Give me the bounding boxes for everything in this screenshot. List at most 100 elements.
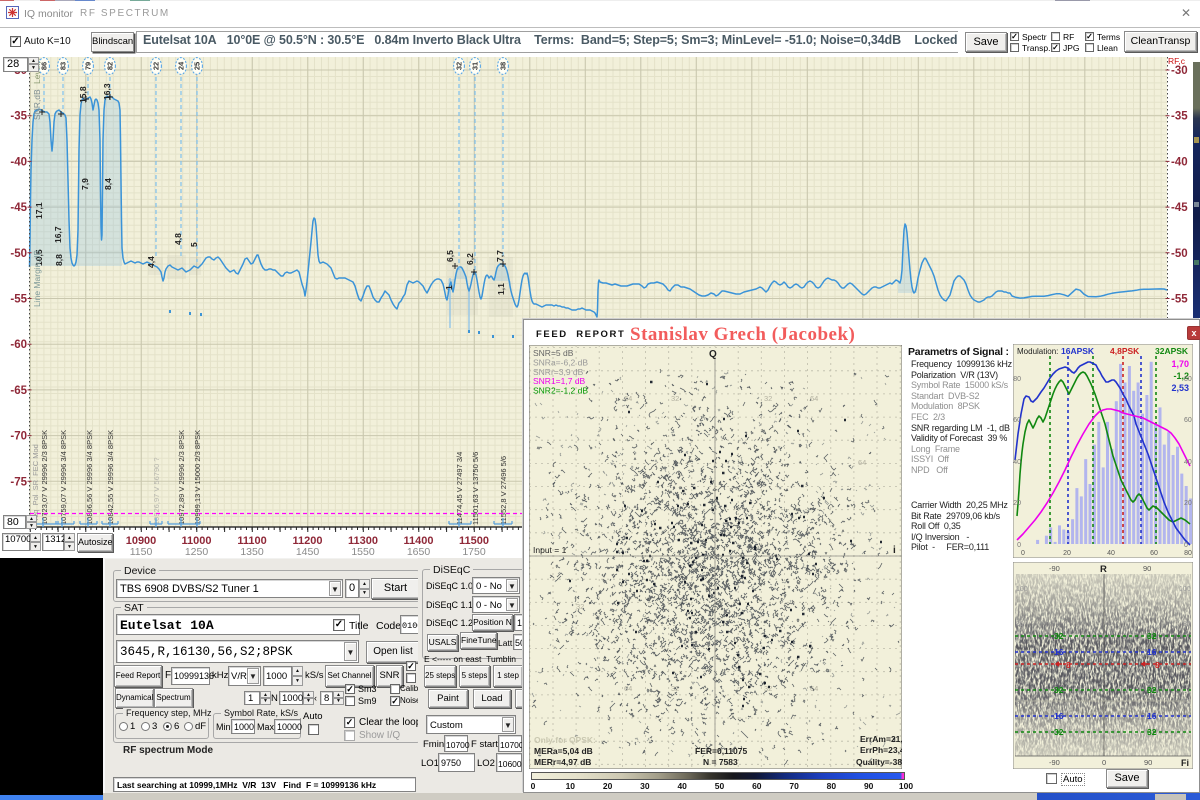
svg-text:2,53: 2,53: [1171, 383, 1189, 393]
svg-text:1150: 1150: [130, 546, 153, 558]
svg-text:0: 0: [1102, 758, 1106, 767]
svg-text:32: 32: [1147, 631, 1157, 641]
svg-text:Quality=-38%: Quality=-38%: [856, 757, 902, 767]
svg-text:40: 40: [1107, 550, 1115, 557]
svg-text:40: 40: [1184, 459, 1192, 466]
svg-text:32: 32: [576, 602, 584, 611]
svg-text:-65: -65: [10, 385, 27, 397]
svg-text:38: 38: [499, 62, 508, 70]
svg-text:1: 1: [444, 285, 454, 290]
svg-text:SNR1=1,7 dB: SNR1=1,7 dB: [533, 376, 586, 386]
svg-text:32: 32: [1054, 631, 1064, 641]
svg-text:20: 20: [1184, 500, 1192, 507]
svg-text:10999,13 V 15000 2/3 8PSK: 10999,13 V 15000 2/3 8PSK: [193, 430, 202, 525]
svg-text:83: 83: [59, 62, 68, 70]
svg-text:11501,63 V 13750 5/6: 11501,63 V 13750 5/6: [471, 452, 480, 525]
svg-text:8,4: 8,4: [103, 178, 113, 190]
svg-text:80: 80: [1183, 621, 1191, 628]
svg-text:90: 90: [1143, 564, 1151, 573]
svg-text:0: 0: [1017, 542, 1021, 549]
svg-text:Q: Q: [709, 349, 717, 360]
svg-text:32APSK: 32APSK: [1155, 346, 1189, 356]
svg-text:64: 64: [624, 684, 632, 693]
svg-text:32: 32: [455, 62, 464, 70]
svg-text:-90: -90: [1049, 564, 1060, 573]
svg-text:25: 25: [193, 62, 202, 70]
svg-text:11100: 11100: [237, 535, 266, 547]
svg-text:80: 80: [1184, 550, 1192, 557]
svg-text:10,5: 10,5: [34, 249, 44, 266]
svg-text:80: 80: [1013, 376, 1021, 383]
svg-text:15,8: 15,8: [78, 86, 88, 103]
svg-text:-50: -50: [10, 248, 27, 260]
svg-text:-45: -45: [10, 202, 27, 214]
svg-text:1550: 1550: [351, 546, 375, 558]
svg-text:32: 32: [1054, 685, 1064, 695]
svg-text:-55: -55: [10, 294, 27, 306]
svg-text:SNRa=-6,2 dB: SNRa=-6,2 dB: [533, 357, 588, 367]
svg-text:0: 0: [1184, 542, 1188, 549]
svg-text:10900: 10900: [126, 535, 157, 547]
svg-text:ErrPh=23,4: ErrPh=23,4: [860, 745, 902, 755]
svg-text:60: 60: [1150, 550, 1158, 557]
svg-text:11300: 11300: [348, 535, 378, 547]
svg-text:5: 5: [189, 242, 199, 247]
svg-text:10806,56 V 29996 3/4 8PSK: 10806,56 V 29996 3/4 8PSK: [85, 430, 94, 525]
svg-text:8: 8: [1155, 660, 1160, 670]
svg-text:16: 16: [1054, 647, 1064, 657]
svg-text:10972,89 V 29996 2/3 8PSK: 10972,89 V 29996 2/3 8PSK: [177, 430, 186, 525]
svg-text:-45: -45: [1171, 202, 1188, 214]
svg-text:Line Margin,dB: Line Margin,dB: [32, 249, 42, 307]
svg-text:10723,07 V 29996 2/3 8PSK: 10723,07 V 29996 2/3 8PSK: [40, 430, 49, 525]
svg-text:16: 16: [1147, 647, 1157, 657]
svg-text:1350: 1350: [240, 546, 264, 558]
svg-text:1,70: 1,70: [1171, 359, 1189, 369]
svg-text:1,1: 1,1: [496, 283, 506, 295]
svg-text:i: i: [893, 545, 896, 556]
svg-text:1450: 1450: [296, 546, 320, 558]
svg-text:22: 22: [152, 62, 161, 70]
svg-text:1250: 1250: [185, 546, 209, 558]
svg-text:-35: -35: [1171, 111, 1188, 123]
svg-text:64: 64: [858, 458, 866, 467]
svg-text:7,7: 7,7: [495, 250, 505, 262]
svg-text:10842,55 V 29996 3/4 8PSK: 10842,55 V 29996 3/4 8PSK: [106, 430, 115, 525]
svg-text:16,7: 16,7: [53, 226, 63, 243]
svg-text:32: 32: [1147, 727, 1157, 737]
svg-text:ErrAm=21,8: ErrAm=21,8: [860, 734, 902, 744]
svg-text:64: 64: [810, 394, 818, 403]
svg-text:80: 80: [1016, 621, 1024, 628]
svg-text:1750: 1750: [462, 546, 486, 558]
svg-text:32: 32: [671, 394, 679, 403]
svg-text:SNR=5 dB: SNR=5 dB: [533, 348, 574, 358]
svg-text:20: 20: [1016, 699, 1024, 706]
svg-text:4,8: 4,8: [173, 233, 183, 245]
svg-text:SNR,dB: SNR,dB: [32, 89, 42, 120]
svg-text:86: 86: [40, 62, 49, 70]
svg-text:N = 7583: N = 7583: [703, 757, 738, 767]
svg-text:7,9: 7,9: [80, 178, 90, 190]
svg-text:20: 20: [1063, 550, 1071, 557]
svg-text:20: 20: [1182, 699, 1190, 706]
svg-text:60: 60: [1184, 417, 1192, 424]
svg-text:Modulation:: Modulation:: [1017, 347, 1058, 356]
svg-text:16,3: 16,3: [102, 83, 112, 100]
svg-text:-1,2: -1,2: [1173, 371, 1189, 381]
svg-text:SNR2=-1,2 dB: SNR2=-1,2 dB: [533, 386, 588, 396]
svg-text:Fi: Fi: [1181, 758, 1189, 768]
svg-text:40: 40: [1013, 459, 1021, 466]
svg-text:FER=0,11075: FER=0,11075: [695, 746, 747, 756]
svg-text:31: 31: [471, 62, 480, 70]
svg-text:100: 100: [1016, 586, 1028, 593]
svg-text:11000: 11000: [182, 535, 212, 547]
svg-text:-60: -60: [10, 339, 27, 351]
svg-text:8,8: 8,8: [54, 254, 64, 266]
svg-text:6,5: 6,5: [445, 250, 455, 262]
svg-text:16APSK: 16APSK: [1061, 346, 1095, 356]
svg-text:6,2: 6,2: [465, 253, 475, 265]
svg-text:-75: -75: [10, 476, 27, 488]
svg-text:90: 90: [1144, 758, 1152, 767]
svg-text:64: 64: [624, 394, 632, 403]
svg-text:MERr=4,97 dB: MERr=4,97 dB: [534, 757, 591, 767]
svg-text:82: 82: [106, 62, 115, 70]
